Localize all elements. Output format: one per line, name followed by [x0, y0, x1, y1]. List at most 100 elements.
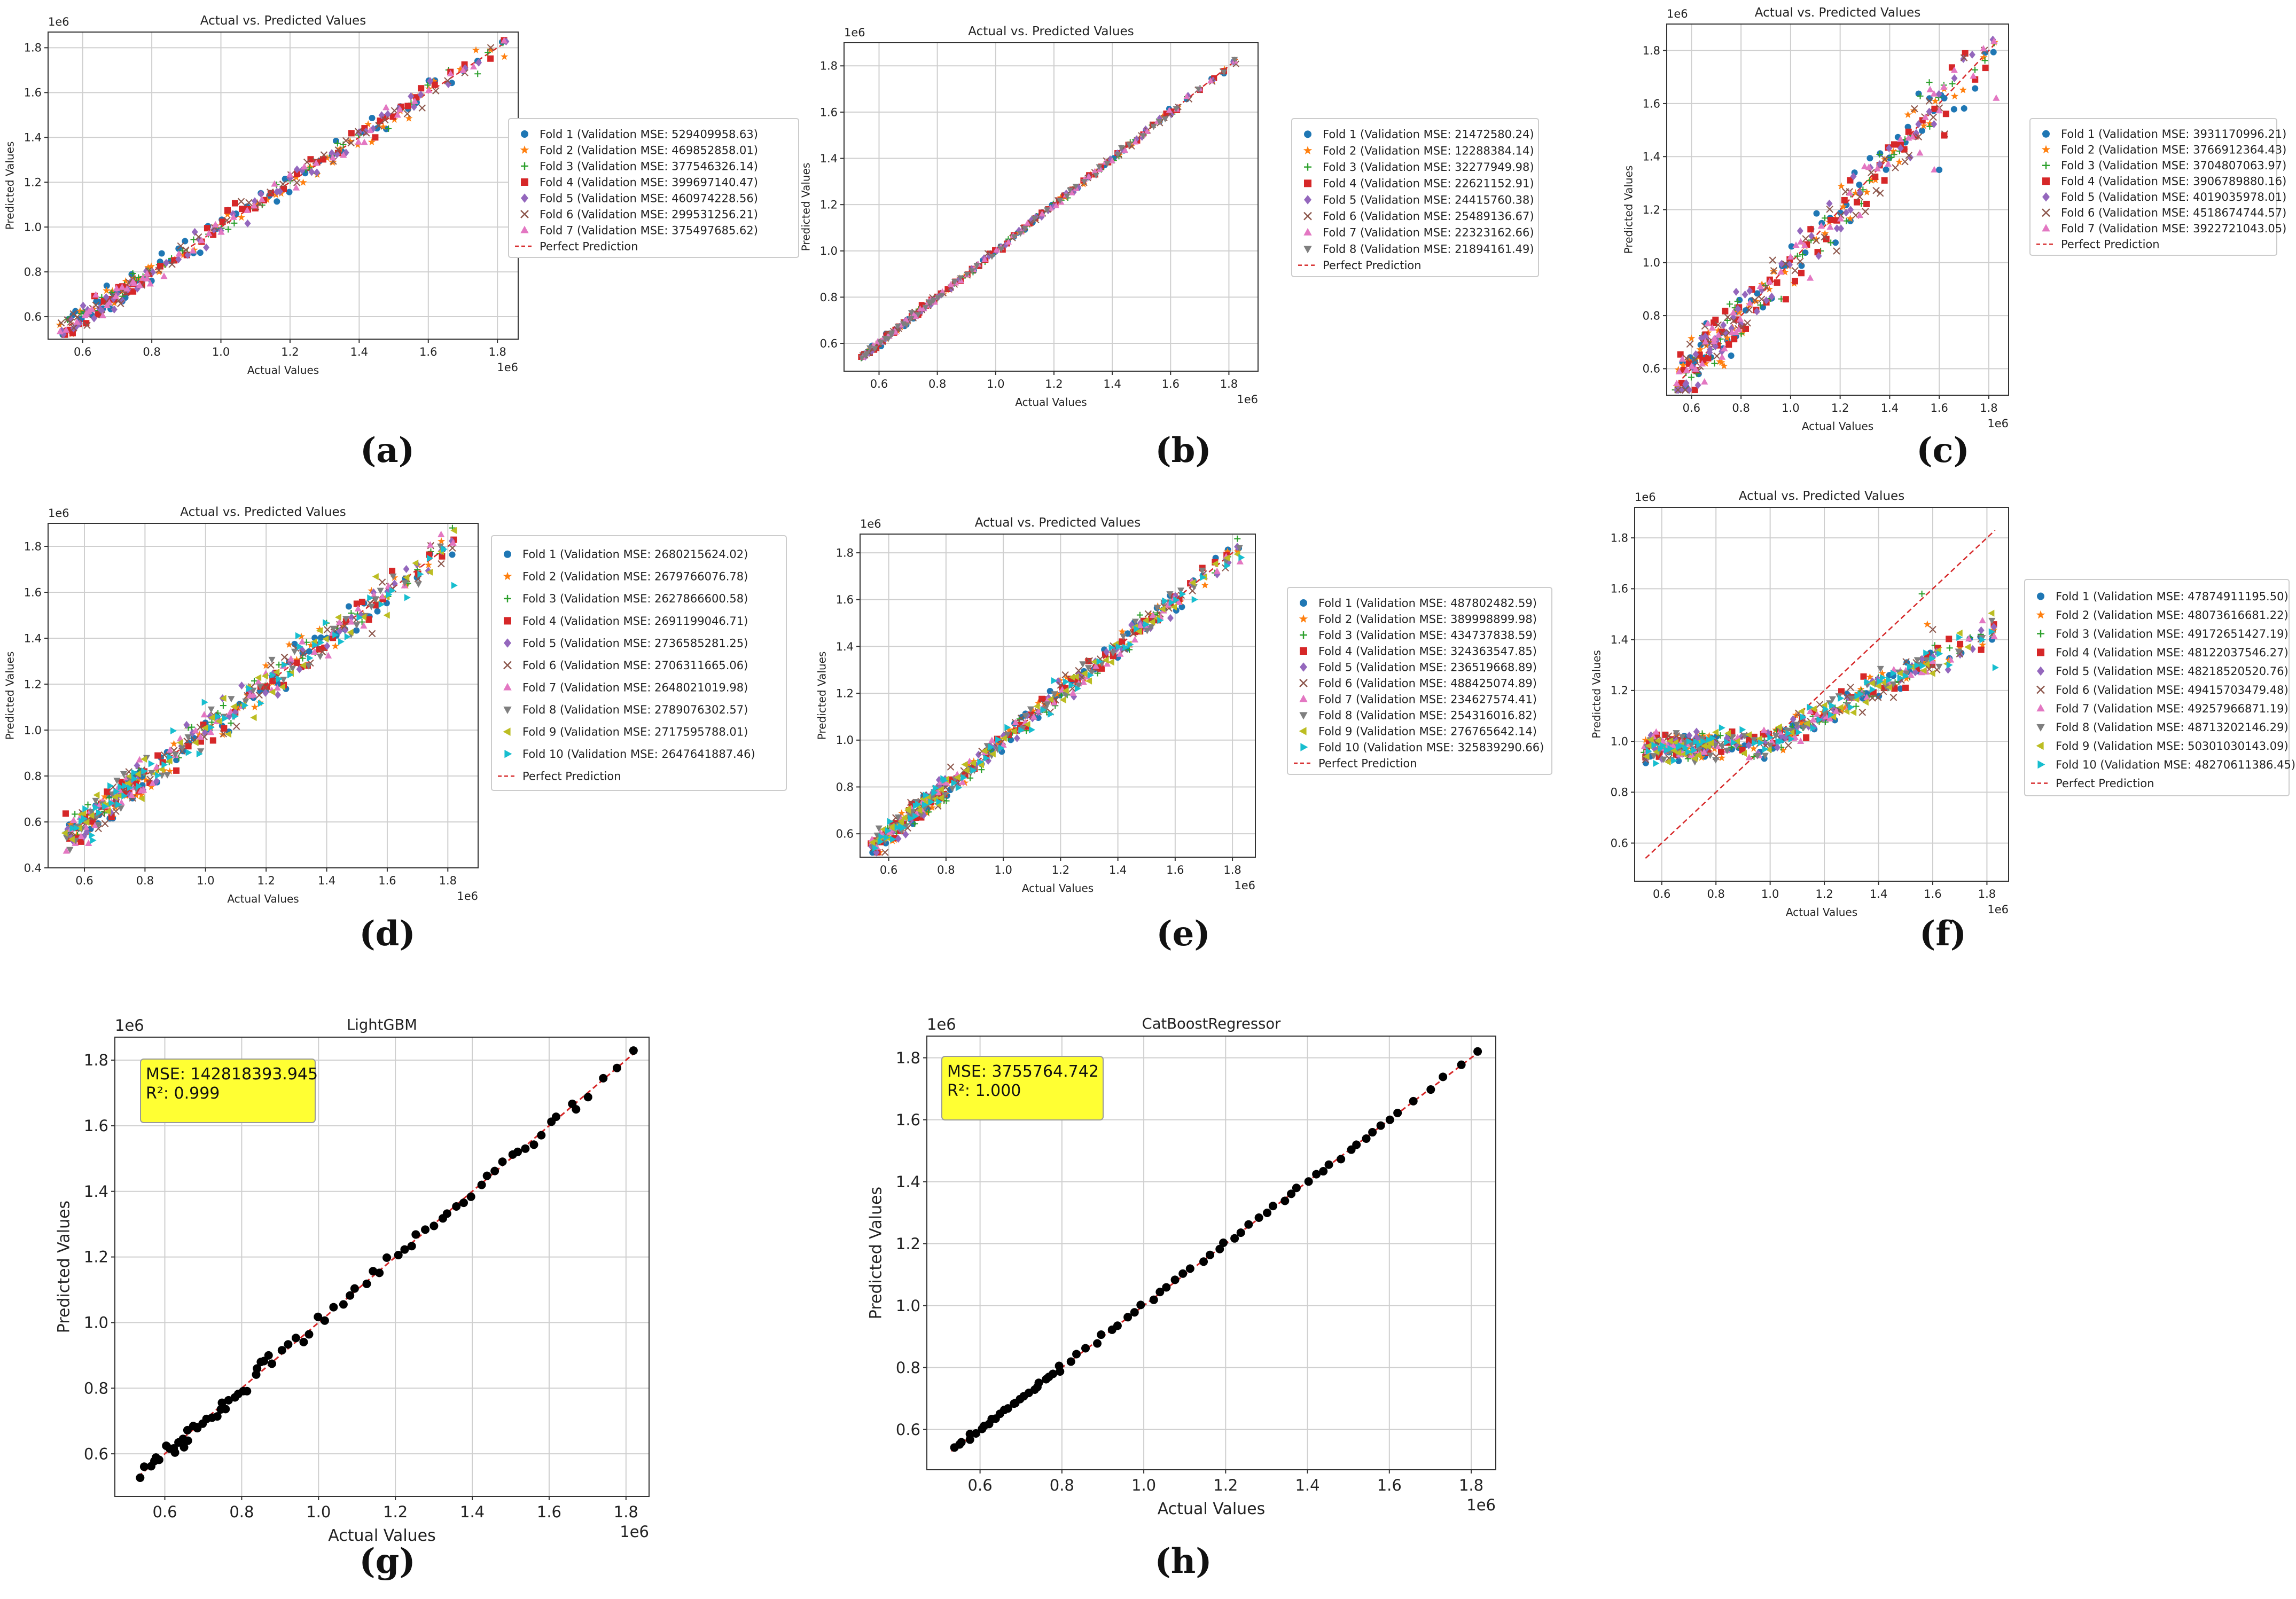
legend-label: Fold 5 (Validation MSE: 4019035978.01) — [2061, 191, 2286, 203]
x-tick-label: 1.0 — [994, 864, 1012, 876]
data-point — [1890, 670, 1897, 677]
data-point — [1707, 345, 1714, 354]
data-point — [1116, 650, 1124, 657]
data-point — [1312, 1170, 1321, 1179]
data-point — [92, 291, 99, 298]
data-point — [1730, 309, 1737, 316]
x-tick-label: 1.2 — [257, 874, 275, 887]
data-points — [56, 37, 510, 339]
data-point — [231, 220, 238, 226]
data-point — [263, 195, 271, 203]
data-point — [922, 304, 929, 311]
legend-label: Fold 5 (Validation MSE: 2736585281.25) — [522, 637, 748, 649]
data-point — [305, 663, 313, 670]
data-point — [1053, 690, 1061, 697]
data-point — [900, 824, 907, 832]
data-point — [501, 52, 509, 60]
data-point — [1120, 633, 1127, 640]
data-point — [1653, 759, 1660, 767]
data-point — [136, 756, 143, 763]
data-point — [441, 545, 448, 553]
data-point — [267, 661, 275, 669]
legend-label: Fold 2 (Validation MSE: 389998899.98) — [1318, 613, 1537, 625]
axes-frame — [1634, 507, 2009, 882]
data-point — [1907, 671, 1915, 678]
data-point — [183, 1436, 192, 1445]
data-point — [200, 711, 208, 718]
data-point — [1949, 80, 1956, 87]
data-point — [221, 1405, 230, 1414]
data-point — [169, 1444, 178, 1453]
data-point — [513, 1147, 522, 1156]
data-point — [158, 250, 165, 257]
data-point — [314, 1312, 323, 1321]
data-point — [1950, 106, 1957, 113]
data-point — [1712, 316, 1719, 323]
data-point — [869, 838, 876, 846]
data-point — [1848, 695, 1855, 702]
y-multiplier: 1e6 — [860, 518, 881, 530]
data-point — [201, 699, 208, 706]
legend-label: Fold 3 (Validation MSE: 3704807063.97) — [2061, 159, 2286, 172]
data-point — [1972, 85, 1979, 92]
data-point — [1913, 129, 1920, 137]
data-point — [1122, 644, 1129, 651]
data-point — [83, 819, 90, 826]
data-point — [296, 643, 303, 650]
data-point — [80, 809, 87, 817]
data-point — [213, 1412, 222, 1421]
data-point — [1923, 657, 1931, 664]
data-point — [407, 1242, 416, 1251]
data-point — [198, 237, 205, 244]
data-point — [1162, 597, 1169, 605]
data-point — [1144, 128, 1151, 134]
data-point — [1902, 658, 1910, 665]
data-point — [1741, 290, 1748, 299]
x-tick-label: 0.8 — [1732, 402, 1750, 414]
data-point — [907, 316, 914, 322]
x-tick-label: 1.6 — [1166, 864, 1184, 876]
data-point — [1319, 1167, 1328, 1176]
data-point — [957, 1438, 966, 1447]
data-point — [1946, 636, 1953, 642]
data-point — [222, 715, 229, 722]
data-point — [1662, 731, 1669, 738]
data-point — [1207, 77, 1214, 84]
data-point — [1750, 737, 1758, 744]
legend-marker — [521, 178, 528, 186]
data-point — [1119, 638, 1126, 645]
data-point — [320, 1316, 329, 1325]
data-points — [136, 1046, 638, 1483]
panel-label: (h) — [1154, 1541, 1212, 1581]
data-point — [338, 638, 345, 646]
y-tick-label: 1.4 — [1643, 151, 1660, 163]
data-point — [1473, 1047, 1482, 1056]
data-point — [993, 246, 1000, 253]
data-point — [1180, 590, 1186, 598]
data-point — [1029, 707, 1037, 715]
data-point — [1236, 558, 1244, 565]
data-point — [1848, 703, 1855, 711]
data-point — [1960, 54, 1968, 61]
data-point — [361, 138, 368, 145]
data-point — [897, 809, 905, 817]
x-tick-label: 1.6 — [1162, 378, 1180, 390]
data-point — [915, 312, 921, 318]
data-point — [1304, 1177, 1313, 1186]
data-point — [858, 355, 865, 362]
data-point — [1150, 124, 1157, 130]
data-point — [1005, 726, 1013, 734]
annotation-text: MSE: 142818393.945 — [146, 1065, 318, 1084]
data-point — [346, 1291, 355, 1300]
data-point — [432, 87, 440, 95]
data-point — [1762, 284, 1770, 291]
data-point — [1178, 603, 1185, 610]
data-point — [188, 724, 195, 731]
x-axis-label: Actual Values — [1802, 420, 1873, 433]
data-point — [1705, 355, 1712, 362]
data-point — [108, 800, 115, 807]
data-point — [417, 90, 424, 99]
data-point — [1178, 1269, 1188, 1278]
axes-frame — [844, 42, 1259, 372]
data-point — [1807, 703, 1814, 711]
